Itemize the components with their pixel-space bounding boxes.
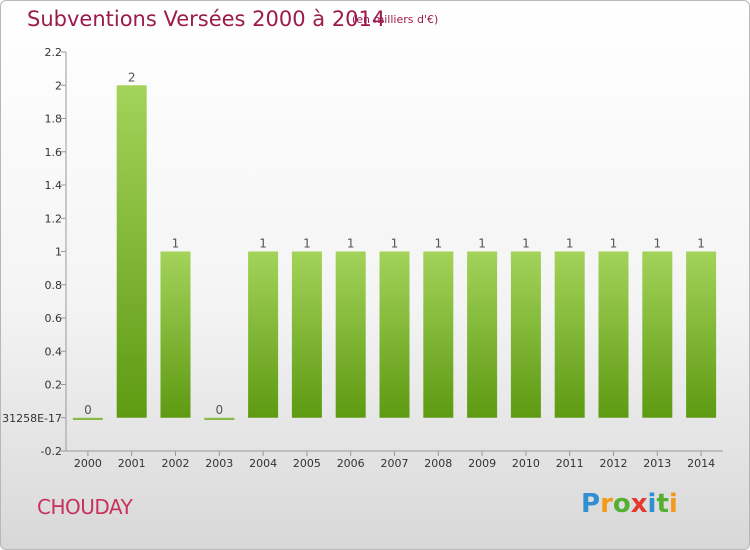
bar (510, 251, 541, 418)
logo-letter: o (612, 489, 631, 519)
bar-value-label: 1 (347, 237, 355, 251)
bar (204, 417, 235, 420)
x-tick-label: 2012 (600, 457, 628, 470)
commune-name: CHOUDAY (37, 495, 133, 519)
y-tick-label: 1.2 (45, 212, 63, 225)
x-tick-label: 2004 (249, 457, 277, 470)
x-tick-label: 2010 (512, 457, 540, 470)
x-tick-label: 2013 (643, 457, 671, 470)
x-tick-label: 2002 (162, 457, 190, 470)
bar (423, 251, 454, 418)
bar (554, 251, 585, 418)
y-tick-label: 0.6 (45, 312, 63, 325)
bar (72, 417, 103, 420)
bar-value-label: 1 (697, 237, 705, 251)
y-tick-label: 2.2 (45, 46, 63, 59)
bar (598, 251, 629, 418)
chart-title: Subventions Versées 2000 à 2014 (27, 7, 386, 31)
y-tick-label: 0.8 (45, 279, 63, 292)
y-tick-label: -5.5511151231258E-17 (1, 412, 62, 425)
bar-value-label: 1 (391, 237, 399, 251)
logo-letter: x (630, 489, 648, 519)
x-tick-label: 2000 (74, 457, 102, 470)
y-tick-label: 0.2 (45, 379, 63, 392)
bar (335, 251, 366, 418)
x-tick-label: 2009 (468, 457, 496, 470)
x-tick-label: 2007 (381, 457, 409, 470)
y-tick-label: 2 (55, 79, 62, 92)
x-tick-label: 2003 (205, 457, 233, 470)
proxiti-logo: Proxiti (581, 489, 678, 519)
x-tick-label: 2005 (293, 457, 321, 470)
bar (686, 251, 717, 418)
y-tick-label: 1.8 (45, 113, 63, 126)
bar (160, 251, 191, 418)
bar-value-label: 1 (303, 237, 311, 251)
x-tick-label: 2001 (118, 457, 146, 470)
bar-value-label: 1 (566, 237, 574, 251)
bar-value-label: 0 (84, 403, 92, 417)
bar-value-label: 1 (610, 237, 618, 251)
y-tick-label: 1 (55, 246, 62, 259)
y-tick-label: 1.6 (45, 146, 63, 159)
logo-letter: r (600, 489, 613, 519)
logo-letter: i (647, 489, 657, 519)
bar-value-label: 1 (653, 237, 661, 251)
chart-unit-label: (en milliers d'€) (352, 13, 439, 26)
logo-letter: P (581, 489, 601, 519)
bar-value-label: 1 (172, 237, 180, 251)
bar-value-label: 1 (434, 237, 442, 251)
bar (379, 251, 410, 418)
x-tick-label: 2014 (687, 457, 715, 470)
bar-value-label: 1 (478, 237, 486, 251)
bar-value-label: 1 (522, 237, 530, 251)
bar-value-label: 0 (215, 403, 223, 417)
x-tick-label: 2006 (337, 457, 365, 470)
bar-value-label: 1 (259, 237, 267, 251)
bar (116, 85, 147, 418)
y-tick-label: -0.2 (41, 445, 62, 458)
y-tick-label: 1.4 (45, 179, 63, 192)
logo-letter: i (668, 489, 678, 519)
x-tick-label: 2011 (556, 457, 584, 470)
logo-letter: t (656, 489, 669, 519)
bar (642, 251, 673, 418)
bar (248, 251, 279, 418)
x-tick-label: 2008 (424, 457, 452, 470)
y-tick-label: 0.4 (45, 345, 63, 358)
bar (467, 251, 498, 418)
bar (291, 251, 322, 418)
bar-value-label: 2 (128, 70, 136, 84)
